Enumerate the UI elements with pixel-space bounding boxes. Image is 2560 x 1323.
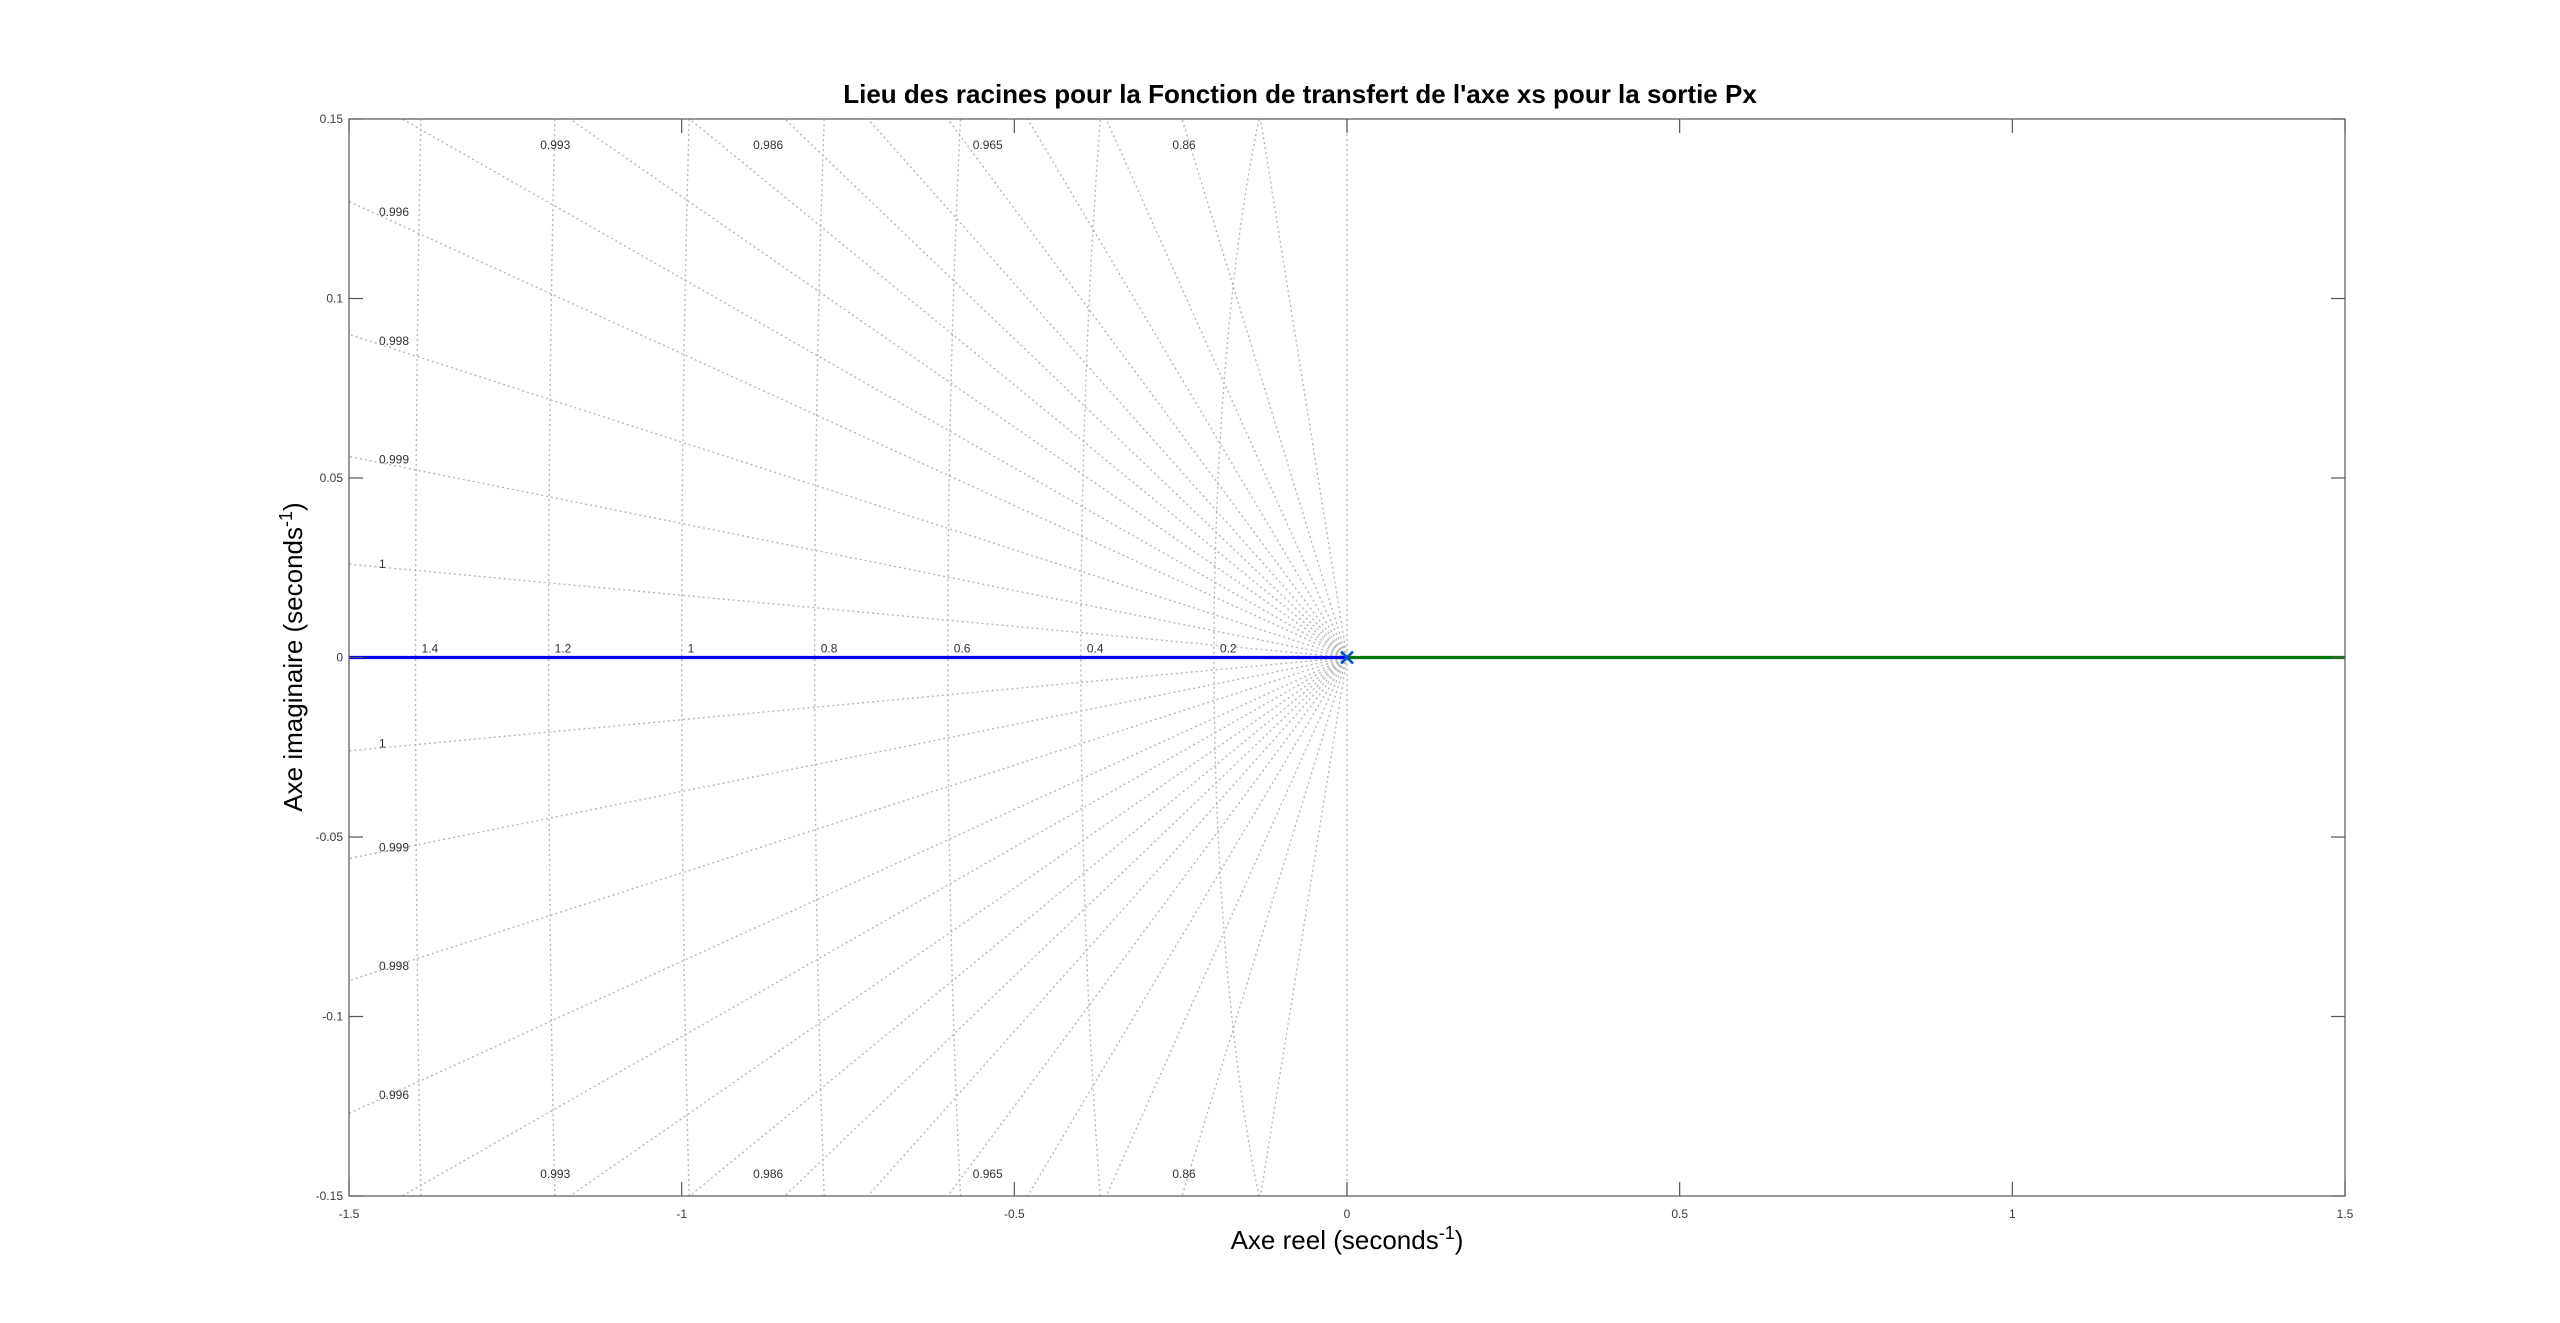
damping-ray: [1105, 657, 1348, 1197]
y-axis-label: Axe imaginaire (seconds-1): [276, 502, 308, 811]
damping-label-bottom: 0.986: [753, 1167, 783, 1181]
damping-label-bottom: 0.86: [1172, 1167, 1196, 1181]
grid-labels: 1.4 1.2 1 0.8 0.6 0.4 0.2 0.86 0.86 0.965 0.965 0.9…: [379, 138, 1237, 1181]
damping-ray: [689, 656, 1348, 1197]
damping-ray: [947, 657, 1348, 1197]
damping-ray: [867, 657, 1348, 1197]
x-axis-label: Axe reel (seconds-1): [1231, 1223, 1464, 1255]
chart-title: Lieu des racines pour la Fonction de tra…: [843, 79, 1757, 109]
damping-label-top: 0.965: [973, 138, 1003, 152]
x-tick-label: -1: [676, 1207, 687, 1221]
damping-label-side: 1: [379, 557, 386, 571]
damping-label-top: 0.993: [540, 138, 570, 152]
damping-label-side: 0.996: [379, 205, 409, 219]
frequency-label: 1.2: [555, 642, 572, 656]
x-tick-label: 0: [1344, 1207, 1351, 1221]
frequency-label: 1: [688, 642, 695, 656]
y-axis-label-text: Axe imaginaire (seconds: [278, 527, 308, 812]
damping-ray: [947, 118, 1348, 658]
poles: [1340, 650, 1354, 665]
damping-label-bottom: 0.993: [540, 1167, 570, 1181]
damping-ray: [348, 563, 1348, 659]
damping-ray: [1181, 657, 1348, 1197]
y-axis-label-close: ): [278, 502, 308, 511]
damping-ray: [867, 118, 1348, 658]
pole-stroke: [1340, 650, 1354, 665]
damping-ray: [1027, 657, 1348, 1197]
damping-label-side: 0.996: [379, 1088, 409, 1102]
axis-ticks: -1.5 -1 -0.5 0 0.5 1 1.5 -0.15 -0.1 -0.05 0 0.05 0.1…: [316, 112, 2354, 1221]
y-axis-label-exponent: -1: [276, 511, 296, 527]
damping-ray: [689, 118, 1348, 659]
x-tick-label: -1.5: [339, 1207, 360, 1221]
damping-label-side: 0.999: [379, 840, 409, 854]
x-axis-label-exponent: -1: [1439, 1223, 1455, 1243]
damping-ray: [348, 656, 1348, 752]
y-tick-label: -0.1: [322, 1010, 343, 1024]
frequency-label: 0.2: [1220, 642, 1237, 656]
damping-ray: [1259, 118, 1348, 658]
x-tick-label: 1.5: [2337, 1207, 2354, 1221]
y-tick-label: 0.15: [320, 112, 344, 126]
damping-label-side: 0.999: [379, 453, 409, 467]
x-tick-label: 0.5: [1671, 1207, 1688, 1221]
y-tick-label: 0: [336, 651, 343, 665]
damping-ray: [1105, 118, 1348, 658]
pole-marker: [1340, 650, 1354, 665]
y-tick-label: 0.05: [320, 471, 344, 485]
frequency-label: 0.6: [954, 642, 971, 656]
frequency-label: 1.4: [422, 642, 439, 656]
frequency-label: 0.4: [1087, 642, 1104, 656]
damping-ray: [1259, 657, 1348, 1197]
damping-ray: [1181, 118, 1348, 658]
plot-area: 1.4 1.2 1 0.8 0.6 0.4 0.2 0.86 0.86 0.965 0.965 0.9…: [316, 112, 2354, 1221]
damping-label-bottom: 0.965: [973, 1167, 1003, 1181]
frequency-label: 0.8: [821, 642, 838, 656]
y-tick-label: -0.15: [316, 1189, 344, 1203]
damping-ray: [1027, 118, 1348, 658]
damping-ray: [401, 656, 1348, 1197]
damping-label-side: 1: [379, 736, 386, 750]
x-tick-label: 1: [2009, 1207, 2016, 1221]
damping-label-top: 0.986: [753, 138, 783, 152]
y-tick-label: 0.1: [326, 292, 343, 306]
y-tick-label: -0.05: [316, 830, 344, 844]
x-axis-label-close: ): [1455, 1225, 1464, 1255]
x-tick-label: -0.5: [1004, 1207, 1025, 1221]
x-axis-label-text: Axe reel (seconds: [1231, 1225, 1439, 1255]
damping-label-side: 0.998: [379, 959, 409, 973]
damping-label-top: 0.86: [1172, 138, 1196, 152]
damping-ray: [401, 118, 1348, 659]
damping-label-side: 0.998: [379, 334, 409, 348]
